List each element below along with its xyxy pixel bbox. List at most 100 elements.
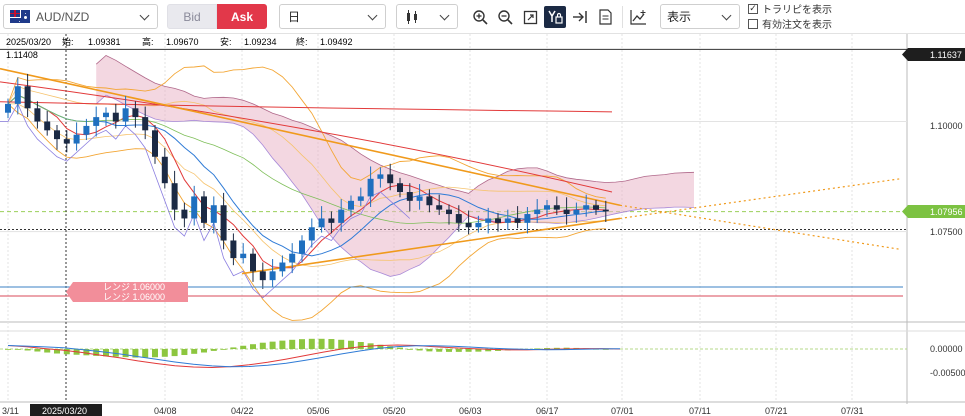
candle-body (397, 183, 403, 193)
current-tag-arrow (902, 205, 908, 218)
time-label: 3/11 (2, 406, 19, 416)
signal-line (7, 345, 621, 368)
macd-histogram-bar (201, 349, 207, 353)
time-label: 05/20 (383, 406, 406, 416)
candle-body (377, 174, 384, 179)
zoom-out-icon[interactable] (494, 6, 516, 28)
trailing-checkbox[interactable]: ✓ トラリピを表示 (748, 1, 832, 16)
ma-100 (0, 81, 613, 193)
candle-body (132, 108, 139, 118)
macd-histogram-bar (112, 349, 119, 357)
trendline-up (241, 217, 621, 275)
indicator-add-icon[interactable] (627, 6, 649, 28)
candle-body (142, 117, 149, 131)
valid-orders-checkbox[interactable]: 有効注文を表示 (748, 16, 832, 31)
time-label: 07/31 (841, 406, 864, 416)
macd-histogram-bar (259, 342, 266, 349)
chart-type-select[interactable] (396, 4, 458, 29)
indicators (0, 55, 901, 321)
candle-body (299, 240, 305, 254)
macd-histogram-bar (83, 349, 90, 356)
candle-body (161, 156, 168, 184)
candle-body (269, 271, 276, 281)
bid-button[interactable]: Bid (167, 4, 217, 29)
high-value: 1.09670 (166, 37, 199, 47)
y-axis-lock-icon[interactable] (544, 6, 566, 28)
macd-histogram-bar (44, 349, 51, 353)
macd-histogram-bar (465, 349, 472, 352)
macd-histogram-bar (318, 338, 325, 349)
trailing-label: トラリピを表示 (762, 5, 832, 16)
high-tag (908, 48, 965, 61)
symbol-label: AUD/NZD (36, 9, 90, 24)
candle-body (210, 205, 217, 223)
range-label: レンジ 1.06000 (103, 282, 165, 292)
macd-histogram-bar (240, 345, 247, 349)
trendline-down-ext (619, 204, 901, 250)
macd-histogram-bar (210, 349, 217, 351)
price-tick: 1.10000 (930, 121, 963, 131)
macd-histogram-bar (54, 349, 60, 354)
macd-histogram-bar (230, 347, 237, 349)
candle-body (171, 183, 178, 210)
candle-body (367, 178, 374, 197)
cursor-date-value: 2025/03/20 (42, 406, 87, 416)
macd-histogram-bar (5, 349, 11, 350)
zoom-in-icon[interactable] (469, 6, 491, 28)
chevron-down-icon (439, 10, 450, 20)
fit-screen-icon[interactable] (519, 6, 541, 28)
macd-histogram-bar (338, 339, 345, 349)
candle-body (436, 205, 443, 210)
macd-histogram-bar (220, 349, 227, 350)
candle-body (465, 222, 472, 228)
document-icon[interactable] (594, 6, 616, 28)
ask-button[interactable]: Ask (217, 4, 267, 29)
ichimoku-cloud (96, 55, 694, 277)
candle-body (357, 196, 364, 201)
candle-body (152, 130, 158, 157)
symbol-select[interactable]: AUD/NZD (3, 4, 158, 29)
candle-body (416, 196, 423, 201)
display-label: 表示 (667, 10, 692, 24)
macd-line (7, 344, 621, 369)
bollinger-upper (7, 65, 606, 199)
time-label: 04/08 (154, 406, 177, 416)
time-label: 07/01 (611, 406, 634, 416)
candle-body (387, 174, 394, 184)
candle-body (446, 209, 452, 215)
period-select[interactable]: 日 (279, 4, 386, 29)
candle-body (259, 271, 266, 281)
jump-latest-icon[interactable] (569, 6, 591, 28)
macd-histogram-bar (406, 349, 413, 350)
price-chart[interactable]: 2025/03/20 始: 1.09381 高: 1.09670 安: 1.09… (0, 34, 965, 416)
candle-body (230, 240, 237, 259)
candle-body (553, 205, 560, 210)
candle-body (563, 209, 570, 215)
candle-body (534, 209, 541, 215)
macd-histogram-bar (416, 349, 423, 351)
ma-10 (7, 94, 606, 257)
candle-body (318, 218, 325, 228)
valid-orders-label: 有効注文を表示 (762, 20, 832, 31)
candle-body (112, 112, 119, 122)
macd-histogram-bar (485, 349, 492, 352)
display-select[interactable]: 表示 (660, 4, 740, 29)
close-label: 終: (296, 36, 308, 47)
chevron-down-icon (367, 10, 378, 20)
high-tag-arrow (902, 48, 908, 61)
candle-body (73, 134, 80, 144)
toolbar: AUD/NZD Bid Ask 日 表示 ✓ トラリピを表示 有効注文を (0, 0, 965, 34)
cloud-span-b (95, 94, 695, 277)
macd-histogram-bar (93, 349, 100, 356)
candle-body (5, 103, 11, 113)
candle-body (485, 218, 492, 223)
macd-histogram-bar (328, 339, 335, 349)
candle-body (338, 209, 345, 223)
checkbox-checked-icon: ✓ (748, 3, 758, 14)
macd-histogram-bar (446, 349, 452, 352)
candle-body (14, 86, 21, 104)
time-label: 04/22 (231, 406, 254, 416)
macd-histogram-bar (269, 341, 276, 349)
macd-histogram-bar (34, 349, 41, 352)
macd-histogram-bar (250, 344, 256, 349)
